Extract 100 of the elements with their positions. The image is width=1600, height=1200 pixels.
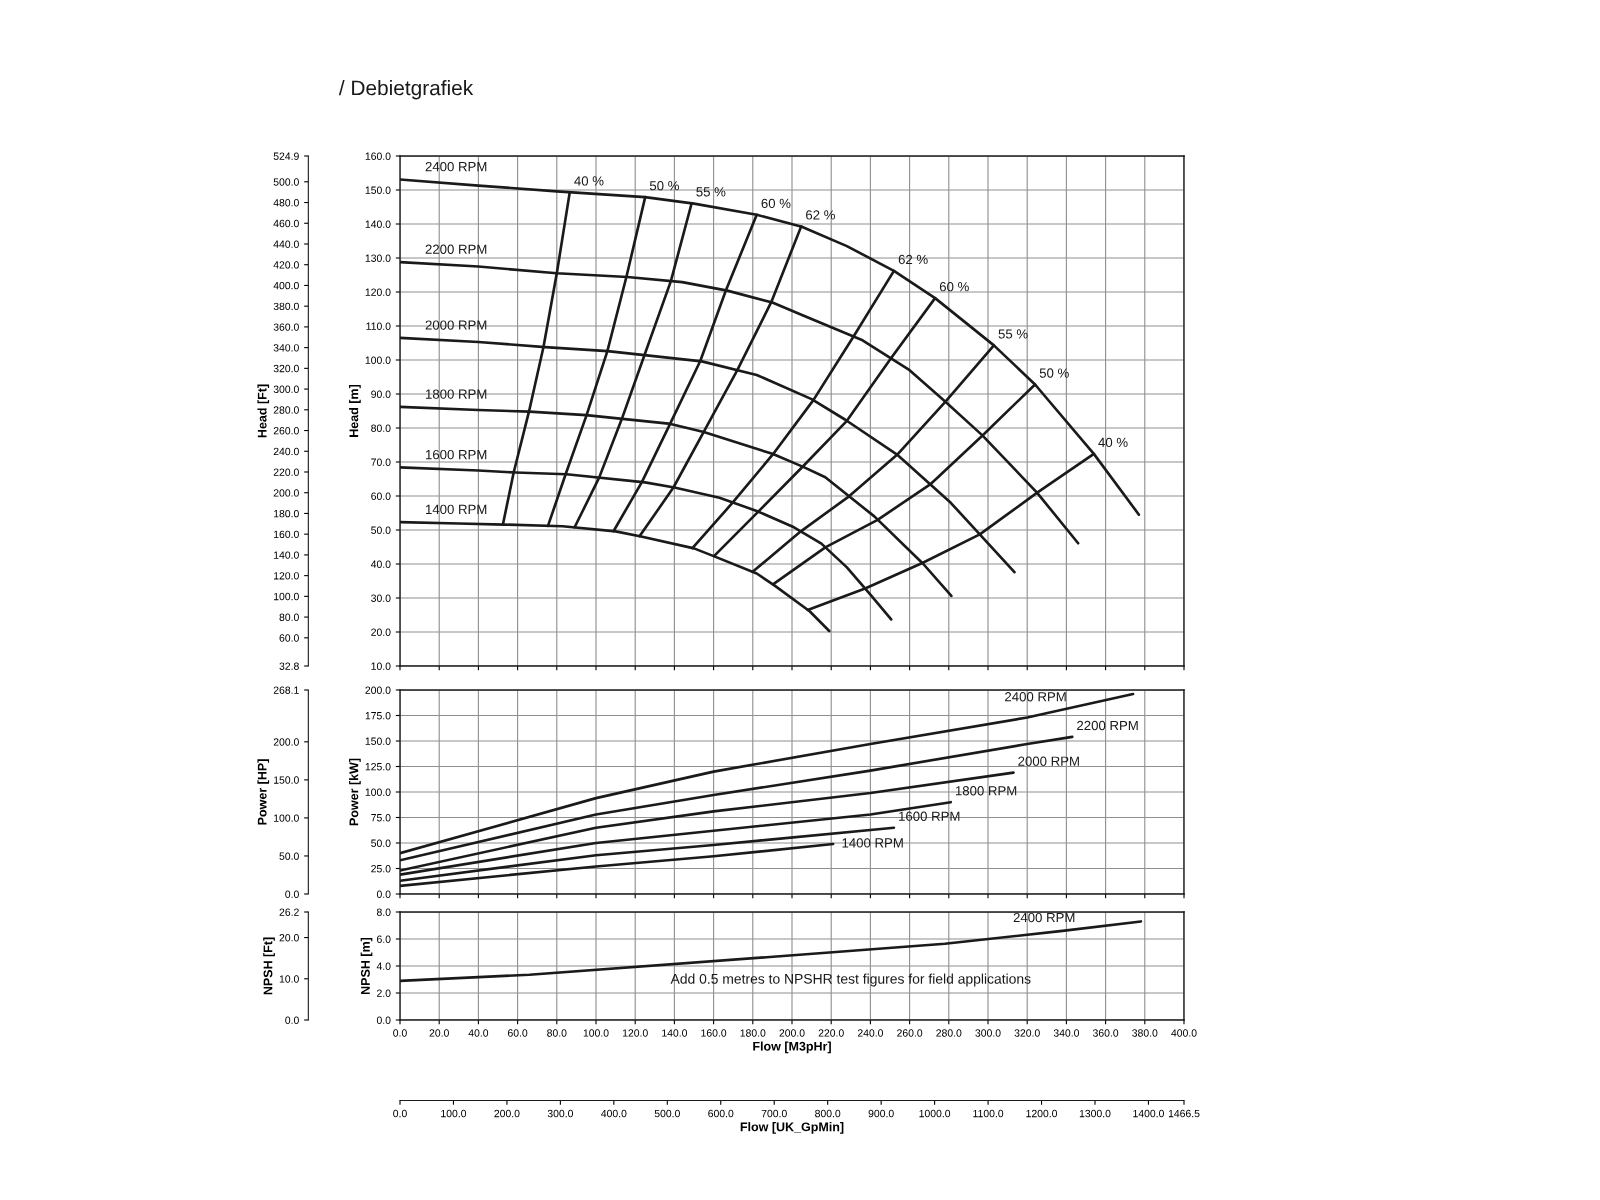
series-label: 50 % (1039, 368, 1069, 378)
y2-tick-label: 26.2 (279, 908, 299, 916)
x2-tick-label: 700.0 (761, 1109, 787, 1118)
y-tick-label: 50.0 (371, 526, 391, 534)
series-label: 2400 RPM (1013, 912, 1075, 923)
x-tick-label: 100.0 (583, 1029, 609, 1037)
x-tick-label: 240.0 (857, 1029, 884, 1037)
y2-tick-label: 268.1 (273, 686, 299, 694)
y2-tick-label: 220.0 (273, 468, 299, 476)
y2-tick-label: 50.0 (279, 852, 299, 860)
series-label: 1800 RPM (955, 786, 1017, 796)
x-tick-label: 40.0 (468, 1029, 489, 1037)
y-tick-label: 150.0 (365, 737, 391, 745)
x-tick-label: 300.0 (975, 1029, 1001, 1037)
series-label: 62 % (898, 254, 928, 265)
y2-tick-label: 32.8 (279, 662, 299, 670)
y-tick-label: 120.0 (365, 288, 391, 296)
y2-tick-label: 80.0 (279, 613, 299, 621)
y2-tick-label: 300.0 (273, 385, 299, 393)
y-axis-title: Head [m] (349, 384, 361, 437)
y2-tick-label: 100.0 (274, 592, 299, 601)
y-tick-label: 75.0 (371, 814, 391, 822)
series-label: 2200 RPM (1077, 720, 1138, 731)
x-tick-label: 220.0 (818, 1029, 844, 1037)
y-tick-label: 40.0 (370, 560, 391, 568)
y2-tick-label: 150.0 (274, 776, 299, 784)
series-label: 1800 RPM (426, 389, 487, 399)
y-tick-label: 6.0 (377, 935, 391, 943)
y-tick-label: 30.0 (371, 594, 391, 602)
y-tick-label: 8.0 (376, 908, 391, 916)
y2-tick-label: 60.0 (279, 634, 299, 642)
y2-tick-label: 460.0 (273, 219, 299, 228)
series-label: 40 % (574, 176, 604, 186)
chart-title: / Debietgrafiek (338, 79, 474, 100)
y-tick-label: 50.0 (371, 839, 391, 847)
x2-tick-label: 500.0 (654, 1109, 680, 1118)
x2-tick-label: 1100.0 (973, 1109, 1004, 1118)
y2-tick-label: 0.0 (285, 890, 299, 898)
y2-tick-label: 380.0 (273, 302, 299, 311)
y2-tick-label: 400.0 (273, 281, 299, 290)
y-tick-label: 100.0 (365, 356, 391, 364)
y-tick-label: 130.0 (365, 254, 391, 262)
y2-tick-label: 100.0 (274, 814, 299, 822)
y2-tick-label: 200.0 (273, 489, 299, 497)
series-label: 2000 RPM (425, 320, 487, 330)
x2-tick-label: 600.0 (708, 1109, 734, 1118)
y2-axis-title: NPSH [Ft] (263, 937, 275, 995)
y-tick-label: 110.0 (366, 322, 391, 330)
x-tick-label: 60.0 (507, 1029, 528, 1037)
x-tick-label: 360.0 (1092, 1029, 1119, 1037)
y-tick-label: 70.0 (371, 458, 391, 466)
series-label: 2200 RPM (425, 244, 487, 254)
y-tick-label: 60.0 (371, 492, 391, 500)
y2-tick-label: 320.0 (273, 364, 299, 373)
x2-tick-label: 1000.0 (919, 1109, 951, 1118)
y-tick-label: 80.0 (371, 424, 391, 432)
y2-tick-label: 0.0 (285, 1016, 299, 1024)
y-tick-label: 150.0 (365, 186, 391, 194)
y2-tick-label: 20.0 (279, 934, 299, 942)
y-tick-label: 0.0 (376, 890, 391, 898)
series-label: 62 % (806, 210, 835, 220)
x2-tick-label: 800.0 (815, 1109, 841, 1118)
series-label: 60 % (761, 198, 791, 209)
y-tick-label: 0.0 (376, 1016, 391, 1024)
y2-tick-label: 120.0 (274, 572, 299, 580)
x2-tick-label: 100.0 (441, 1109, 467, 1118)
x-tick-label: 380.0 (1132, 1029, 1158, 1037)
y-tick-label: 125.0 (365, 763, 391, 771)
x-tick-label: 340.0 (1053, 1029, 1080, 1037)
series-label: 1600 RPM (899, 811, 960, 821)
x-tick-label: 200.0 (779, 1029, 805, 1037)
y2-tick-label: 480.0 (273, 199, 299, 207)
y-tick-label: 90.0 (371, 390, 391, 398)
series-label: 1600 RPM (426, 449, 487, 460)
y2-axis-title: Power [HP] (257, 759, 270, 825)
y2-tick-label: 280.0 (273, 406, 299, 414)
series-label: 2400 RPM (1005, 692, 1066, 702)
y-tick-label: 2.0 (377, 989, 391, 997)
x2-tick-label: 1466.5 (1168, 1109, 1200, 1118)
y2-tick-label: 340.0 (273, 344, 299, 352)
series-label: 2000 RPM (1018, 756, 1079, 766)
series-label: 50 % (649, 181, 679, 191)
y-tick-label: 10.0 (371, 662, 391, 670)
y-tick-label: 175.0 (365, 712, 391, 720)
x2-axis-title: Flow [UK_GpMin] (740, 1122, 844, 1134)
y2-tick-label: 10.0 (279, 975, 299, 983)
y-tick-label: 100.0 (365, 788, 391, 796)
series-label: 2400 RPM (425, 161, 487, 172)
x-tick-label: 400.0 (1171, 1029, 1197, 1037)
x-tick-label: 140.0 (662, 1029, 688, 1037)
x2-tick-label: 300.0 (547, 1109, 574, 1118)
x2-tick-label: 1400.0 (1133, 1109, 1164, 1118)
y-tick-label: 140.0 (365, 220, 391, 228)
x2-tick-label: 400.0 (601, 1109, 627, 1118)
y-axis-title: Power [kW] (349, 758, 361, 826)
x2-tick-label: 0.0 (393, 1109, 407, 1118)
series-label: 55 % (998, 329, 1028, 339)
x2-tick-label: 900.0 (868, 1109, 894, 1118)
annotation: Add 0.5 metres to NPSHR test figures for field applications (670, 973, 1031, 987)
y2-tick-label: 524.9 (273, 152, 299, 160)
